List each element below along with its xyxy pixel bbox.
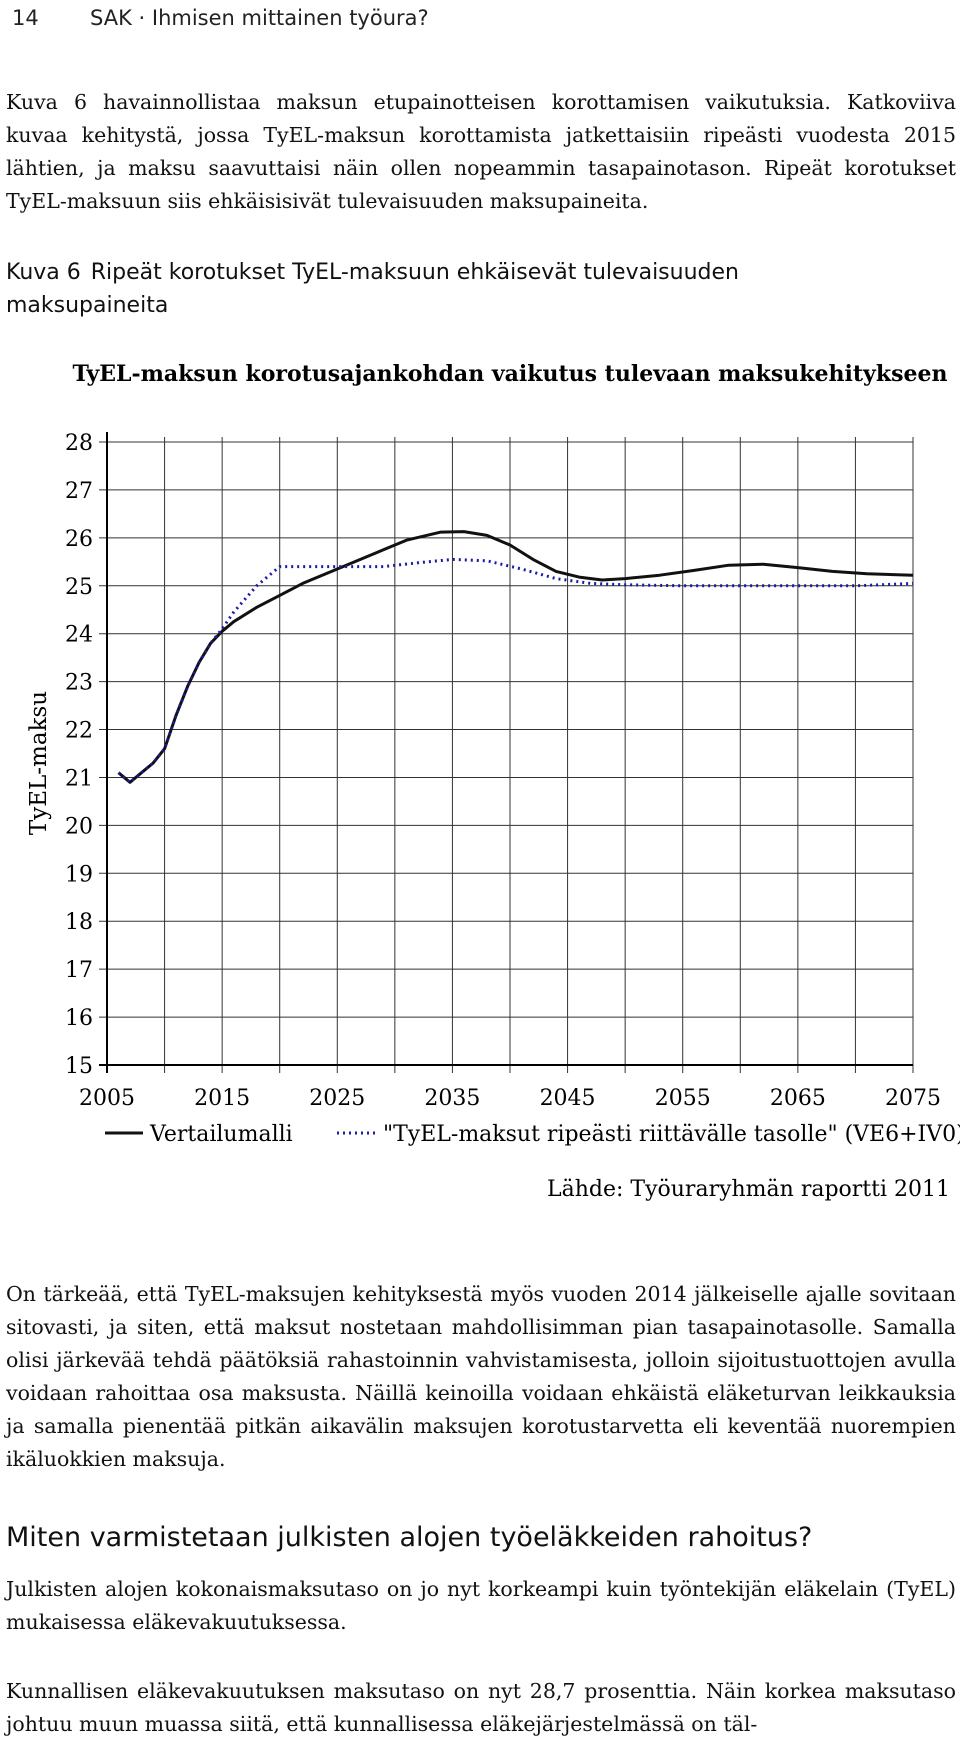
x-tick-label: 2005	[79, 1086, 135, 1111]
chart-container: TyEL-maksun korotusajankohdan vaikutus t…	[0, 350, 960, 1230]
y-tick-label: 20	[65, 814, 93, 839]
y-tick-label: 24	[65, 623, 93, 648]
x-tick-label: 2025	[309, 1086, 365, 1111]
x-tick-label: 2065	[770, 1086, 826, 1111]
y-tick-label: 17	[65, 958, 93, 983]
legend-label-ripeasti: "TyEL-maksut ripeästi riittävälle tasoll…	[383, 1122, 960, 1147]
section-paragraph-1: Julkisten alojen kokonaismaksutaso on jo…	[6, 1577, 956, 1634]
x-tick-label: 2015	[194, 1086, 250, 1111]
x-tick-label: 2055	[655, 1086, 711, 1111]
legend-label-vertailumalli: Vertailumalli	[149, 1122, 293, 1147]
y-tick-label: 23	[65, 671, 93, 696]
section-paragraph-2: Kunnallisen eläkevakuutuksen maksutaso o…	[6, 1679, 956, 1736]
figure-label: Kuva 6	[6, 260, 81, 285]
y-tick-label: 18	[65, 910, 93, 935]
y-tick-label: 22	[65, 719, 93, 744]
chart-grid	[99, 437, 914, 1073]
x-tick-label: 2045	[540, 1086, 596, 1111]
y-tick-label: 28	[65, 431, 93, 456]
figure-caption-text: Ripeät korotukset TyEL-maksuun ehkäisevä…	[6, 260, 739, 318]
chart-source-note: Lähde: Työuraryhmän raportti 2011	[547, 1177, 950, 1202]
y-tick-label: 27	[65, 479, 93, 504]
y-tick-label: 16	[65, 1006, 93, 1031]
middle-paragraph: On tärkeää, että TyEL-maksujen kehitykse…	[6, 1282, 956, 1471]
chart-axes	[99, 432, 913, 1073]
page-number: 14	[12, 6, 39, 30]
chart-tick-labels: 15 16 17 18 19 20 21 22 23 24 25 26 27 28 2005 2015 2025…	[65, 431, 941, 1111]
y-tick-label: 26	[65, 527, 93, 552]
line-chart: TyEL-maksun korotusajankohdan vaikutus t…	[26, 361, 960, 1202]
intro-paragraph: Kuva 6 havainnollistaa maksun etupainott…	[6, 90, 956, 213]
x-tick-label: 2075	[885, 1086, 941, 1111]
y-tick-label: 25	[65, 575, 93, 600]
y-axis-label: TyEL-maksu	[26, 691, 52, 835]
figure-caption: Kuva 6 Ripeät korotukset TyEL-maksuun ehk…	[6, 256, 906, 322]
series-line-vertailumalli	[117, 530, 914, 784]
y-tick-label: 19	[65, 862, 93, 887]
chart-legend: Vertailumalli "TyEL-maksut ripeästi riit…	[105, 1122, 960, 1147]
page-header: 14 SAK · Ihmisen mittainen työura?	[12, 2, 429, 34]
y-tick-label: 15	[65, 1054, 93, 1079]
x-tick-label: 2035	[424, 1086, 480, 1111]
series-line-ripeasti	[117, 557, 914, 784]
running-title: SAK · Ihmisen mittainen työura?	[90, 6, 429, 30]
chart-title: TyEL-maksun korotusajankohdan vaikutus t…	[73, 361, 948, 387]
section-heading: Miten varmistetaan julkisten alojen työe…	[6, 1522, 813, 1553]
chart-series	[117, 530, 914, 784]
y-tick-label: 21	[65, 766, 93, 791]
